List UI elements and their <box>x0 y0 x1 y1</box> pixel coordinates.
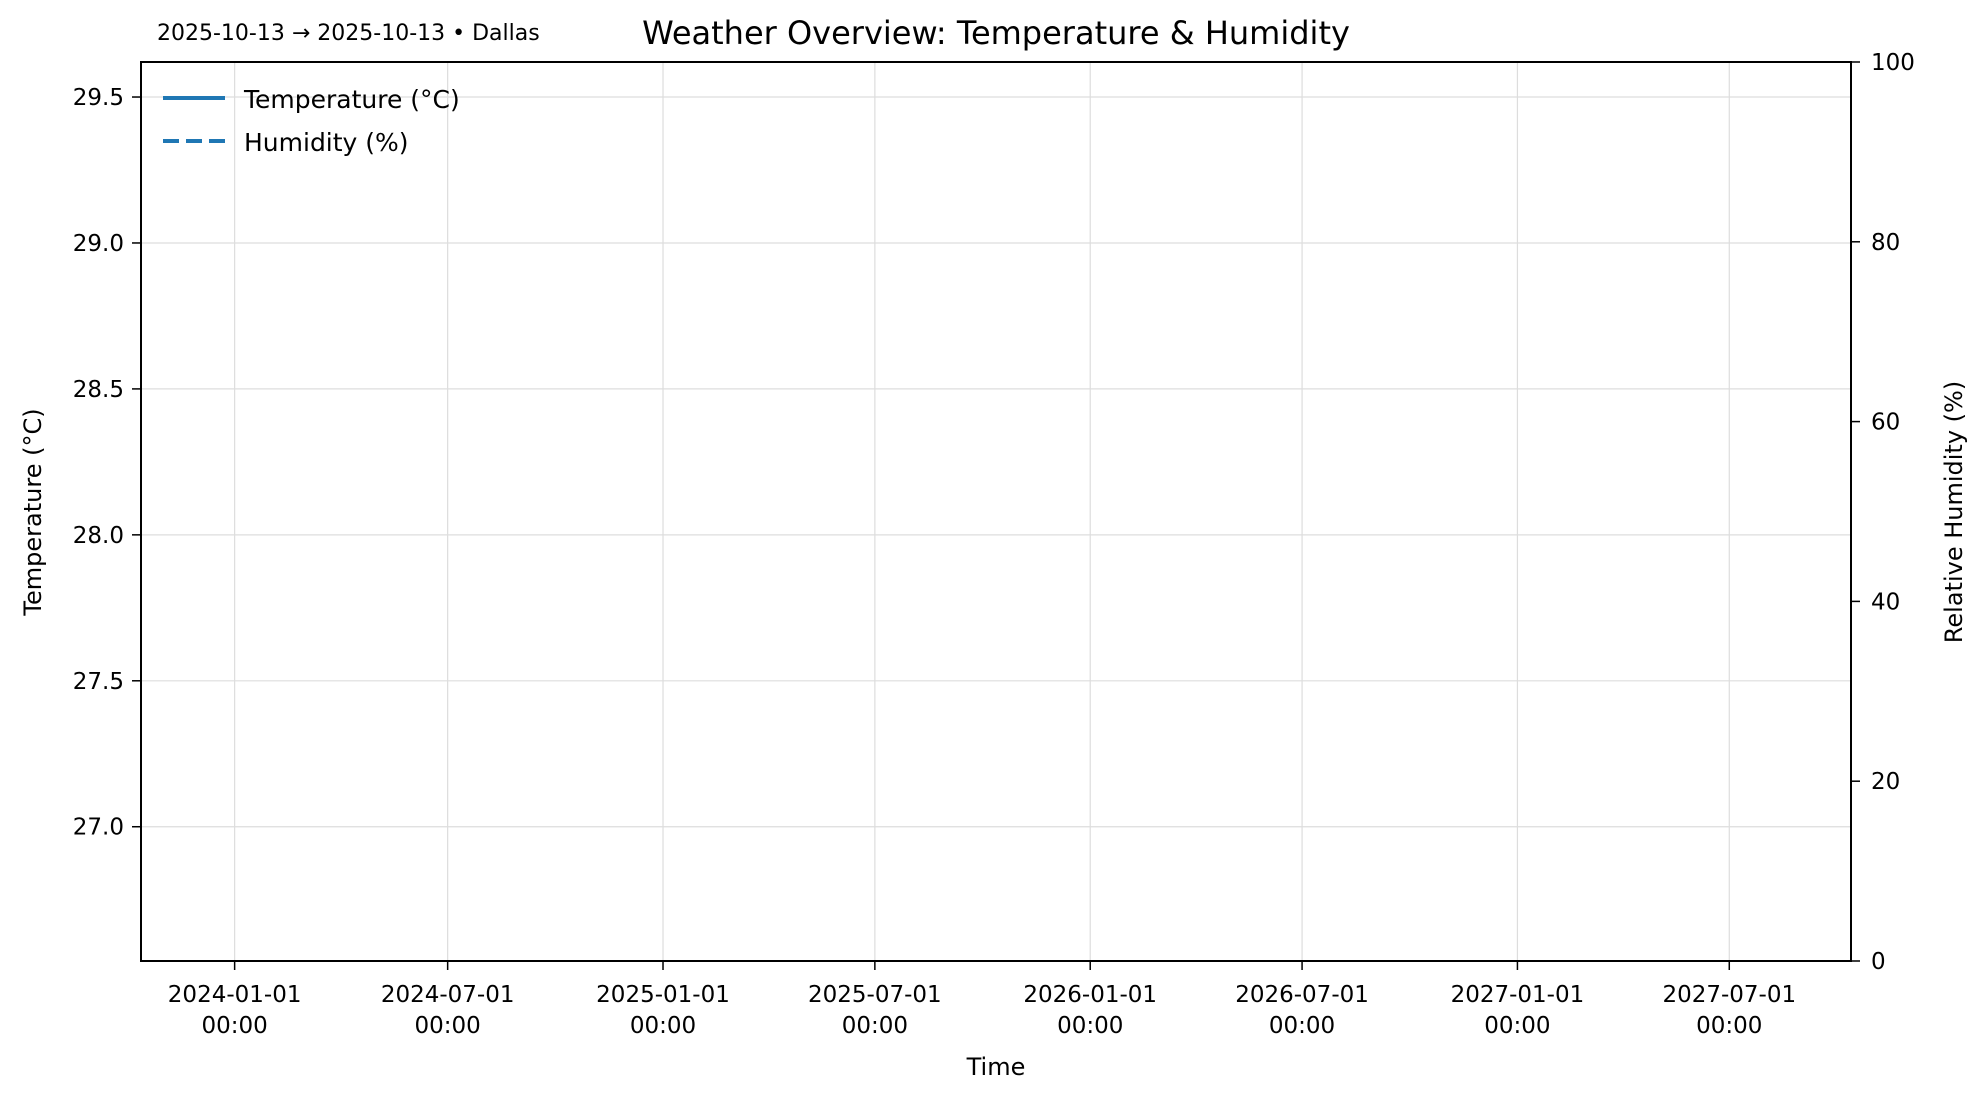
x-tick-label-date: 2026-07-01 <box>1235 982 1369 1008</box>
x-tick-label: 2024-01-01 00:00 <box>168 982 302 1039</box>
y-left-tick-label: 29.0 <box>73 231 124 257</box>
x-tick-label: 2025-01-01 00:00 <box>596 982 730 1039</box>
legend-label-temperature: Temperature (°C) <box>243 85 460 114</box>
legend: Temperature (°C) Humidity (%) <box>163 85 460 157</box>
x-tick-label: 2026-01-01 00:00 <box>1023 982 1157 1039</box>
x-tick-label-time: 00:00 <box>1484 1013 1550 1039</box>
y-axis-left-title: Temperature (°C) <box>19 408 47 616</box>
x-tick-label-time: 00:00 <box>415 1013 481 1039</box>
y-left-tick-label: 28.0 <box>73 523 124 549</box>
plot-frame <box>140 61 1852 962</box>
x-tick-label-time: 00:00 <box>630 1013 696 1039</box>
x-tick-label-time: 00:00 <box>1696 1013 1762 1039</box>
y-right-tick-label: 100 <box>1871 50 1915 76</box>
x-tick-label-date: 2025-07-01 <box>808 982 942 1008</box>
x-tick-label-date: 2026-01-01 <box>1023 982 1157 1008</box>
y-right-tick-label: 80 <box>1871 230 1900 256</box>
x-tick-label: 2024-07-01 00:00 <box>381 982 515 1039</box>
x-tick-label-time: 00:00 <box>1269 1013 1335 1039</box>
y-left-tick-label: 27.0 <box>73 815 124 841</box>
y-axis-right-title: Relative Humidity (%) <box>1940 381 1968 643</box>
y-right-tick-label: 60 <box>1871 410 1900 436</box>
chart-subtitle: 2025-10-13 → 2025-10-13 • Dallas <box>157 21 540 46</box>
x-tick-label-time: 00:00 <box>842 1013 908 1039</box>
x-tick-label-date: 2024-01-01 <box>168 982 302 1008</box>
y-right-tick-label: 0 <box>1871 949 1886 975</box>
legend-label-humidity: Humidity (%) <box>244 128 409 157</box>
y-left-tick-label: 27.5 <box>73 669 124 695</box>
chart-title: Weather Overview: Temperature & Humidity <box>642 14 1350 52</box>
y-left-tick-label: 28.5 <box>73 377 124 403</box>
y-right-tick-label: 20 <box>1871 769 1900 795</box>
y-left-tick-label: 29.5 <box>73 85 124 111</box>
x-tick-label: 2026-07-01 00:00 <box>1235 982 1369 1039</box>
x-axis-title: Time <box>966 1053 1026 1081</box>
grid <box>141 62 1851 961</box>
x-tick-label-time: 00:00 <box>201 1013 267 1039</box>
x-tick-label-time: 00:00 <box>1057 1013 1123 1039</box>
x-tick-label-date: 2027-07-01 <box>1662 982 1796 1008</box>
x-tick-label: 2025-07-01 00:00 <box>808 982 942 1039</box>
x-tick-label-date: 2027-01-01 <box>1451 982 1585 1008</box>
y-right-tick-label: 40 <box>1871 589 1900 615</box>
x-tick-label-date: 2025-01-01 <box>596 982 730 1008</box>
x-tick-label: 2027-01-01 00:00 <box>1451 982 1585 1039</box>
x-tick-label-date: 2024-07-01 <box>381 982 515 1008</box>
x-tick-label: 2027-07-01 00:00 <box>1662 982 1796 1039</box>
